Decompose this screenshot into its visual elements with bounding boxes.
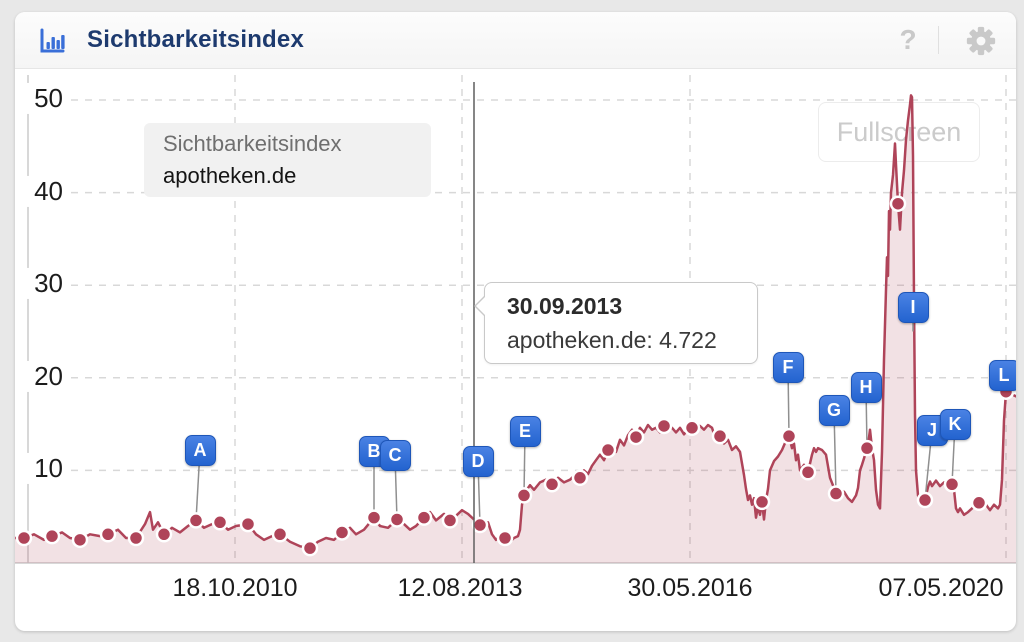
data-point[interactable] — [365, 509, 383, 526]
marker-badge-C[interactable]: C — [379, 439, 411, 471]
data-point[interactable] — [543, 476, 561, 493]
x-tick-12.08.2013: 12.08.2013 — [397, 574, 523, 602]
marker-badge-I[interactable]: I — [897, 291, 929, 323]
data-point[interactable] — [388, 511, 406, 528]
marker-badge-H[interactable]: H — [850, 371, 882, 403]
y-tick-10: 10 — [15, 453, 66, 485]
legend-domain-label: apotheken.de — [163, 163, 297, 188]
chart-legend: Sichtbarkeitsindex apotheken.de — [144, 123, 431, 197]
data-point[interactable] — [827, 485, 845, 502]
y-tick-30: 30 — [15, 268, 66, 300]
data-point[interactable] — [333, 524, 351, 541]
x-tick-18.10.2010: 18.10.2010 — [172, 574, 298, 602]
y-tick-20: 20 — [15, 360, 66, 392]
y-tick-40: 40 — [15, 175, 66, 207]
data-point[interactable] — [155, 526, 173, 543]
panel-header: Sichtbarkeitsindex ? — [15, 12, 1016, 69]
data-point[interactable] — [211, 514, 229, 531]
tooltip-value: apotheken.de: 4.722 — [507, 327, 717, 353]
header-divider — [938, 26, 939, 54]
data-point[interactable] — [187, 512, 205, 529]
legend-metric-label: Sichtbarkeitsindex — [163, 131, 342, 156]
data-point[interactable] — [599, 441, 617, 459]
data-point[interactable] — [71, 531, 89, 549]
marker-badge-G[interactable]: G — [818, 394, 850, 426]
data-point[interactable] — [99, 526, 117, 543]
data-point[interactable] — [970, 494, 988, 512]
visibility-index-panel: Sichtbarkeitsindex ? Fullscreen 10 20 30 40… — [15, 12, 1016, 631]
data-point[interactable] — [943, 476, 961, 493]
gear-icon[interactable] — [965, 25, 997, 57]
marker-badge-K[interactable]: K — [939, 408, 971, 440]
data-point[interactable] — [780, 427, 798, 445]
data-point[interactable] — [441, 512, 459, 529]
data-point[interactable] — [239, 515, 257, 533]
data-point[interactable] — [127, 529, 145, 547]
data-point[interactable] — [301, 539, 319, 557]
y-tick-50: 50 — [15, 82, 66, 114]
data-point[interactable] — [415, 509, 433, 526]
data-point[interactable] — [711, 427, 729, 445]
marker-badge-F[interactable]: F — [772, 351, 804, 383]
data-point[interactable] — [655, 417, 673, 435]
marker-badge-A[interactable]: A — [184, 434, 216, 466]
help-button[interactable]: ? — [899, 24, 917, 55]
data-point[interactable] — [799, 464, 817, 481]
bar-chart-icon — [40, 28, 65, 53]
marker-badge-D[interactable]: D — [462, 445, 494, 477]
data-point[interactable] — [627, 428, 645, 446]
data-point[interactable] — [916, 491, 934, 509]
data-point[interactable] — [858, 439, 876, 457]
data-point[interactable] — [43, 527, 61, 545]
data-point[interactable] — [271, 526, 289, 543]
data-point[interactable] — [471, 516, 489, 534]
fullscreen-button[interactable]: Fullscreen — [818, 102, 980, 162]
chart-tooltip: 30.09.2013 apotheken.de: 4.722 — [474, 282, 758, 364]
x-tick-30.05.2016: 30.05.2016 — [627, 574, 753, 602]
chart-plot-area: Fullscreen 10 20 30 40 50 18.10.2010 12.08.20… — [15, 12, 1016, 631]
tooltip-date: 30.09.2013 — [507, 293, 623, 319]
data-point[interactable] — [496, 529, 514, 547]
data-point[interactable] — [683, 419, 701, 437]
x-tick-07.05.2020: 07.05.2020 — [878, 574, 1004, 602]
marker-badge-L[interactable]: L — [988, 359, 1016, 391]
data-point[interactable] — [15, 529, 33, 547]
marker-badge-E[interactable]: E — [509, 415, 541, 447]
page-title: Sichtbarkeitsindex — [87, 26, 305, 53]
data-point[interactable] — [753, 493, 771, 511]
data-point[interactable] — [515, 487, 533, 504]
data-point[interactable] — [889, 195, 907, 212]
data-point[interactable] — [571, 469, 589, 487]
